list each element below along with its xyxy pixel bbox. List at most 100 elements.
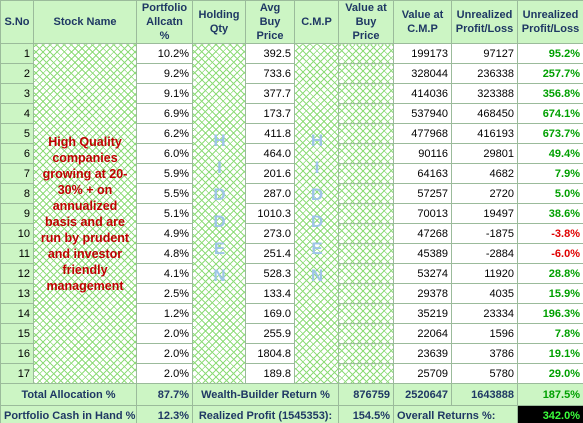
unrealized-pl: 416193 xyxy=(451,123,518,144)
value-at-buy xyxy=(338,223,394,244)
column-header: Holding Qty xyxy=(192,0,246,44)
serial-number: 5 xyxy=(0,123,34,144)
unrealized-pl: 323388 xyxy=(451,83,518,104)
allocation: 2.0% xyxy=(136,363,193,384)
unrealized-pl-pct: 5.0% xyxy=(517,183,583,204)
unrealized-pl: 5780 xyxy=(451,363,518,384)
data-row: 17 2.0% 189.8 25709 5780 29.0% xyxy=(0,363,583,384)
value-at-cmp: 53274 xyxy=(393,263,452,284)
serial-number: 4 xyxy=(0,103,34,124)
allocation: 9.1% xyxy=(136,83,193,104)
avg-buy-price: 133.4 xyxy=(245,283,295,304)
serial-number: 6 xyxy=(0,143,34,164)
value-at-buy xyxy=(338,363,394,384)
value-at-cmp: 414036 xyxy=(393,83,452,104)
serial-number: 9 xyxy=(0,203,34,224)
avg-buy-price: 273.0 xyxy=(245,223,295,244)
avg-buy-price: 528.3 xyxy=(245,263,295,284)
value-at-buy xyxy=(338,263,394,284)
avg-buy-price: 201.6 xyxy=(245,163,295,184)
data-row: 3 9.1% 377.7 414036 323388 356.8% xyxy=(0,83,583,104)
allocation: 1.2% xyxy=(136,303,193,324)
unrealized-pl: 4035 xyxy=(451,283,518,304)
value-at-cmp: 328044 xyxy=(393,63,452,84)
column-header: Unrealized Profit/Loss xyxy=(451,0,518,44)
total-label: Total Allocation % xyxy=(0,383,137,406)
value-at-cmp: 70013 xyxy=(393,203,452,224)
value-at-cmp: 35219 xyxy=(393,303,452,324)
serial-number: 17 xyxy=(0,363,34,384)
avg-buy-price: 287.0 xyxy=(245,183,295,204)
value-at-buy xyxy=(338,123,394,144)
return-label: Wealth-Builder Return % xyxy=(192,383,339,406)
realized-label: Realized Profit (1545353): xyxy=(192,405,339,423)
unrealized-pl: 1596 xyxy=(451,323,518,344)
unrealized-pl-pct: 38.6% xyxy=(517,203,583,224)
serial-number: 16 xyxy=(0,343,34,364)
total-allocation: 87.7% xyxy=(136,383,193,406)
allocation: 4.8% xyxy=(136,243,193,264)
value-at-cmp: 45389 xyxy=(393,243,452,264)
stock-note-text: High Quality companies growing at 20-30%… xyxy=(40,134,130,293)
serial-number: 7 xyxy=(0,163,34,184)
data-row: 2 9.2% 733.6 328044 236338 257.7% xyxy=(0,63,583,84)
unrealized-pl-pct: 28.8% xyxy=(517,263,583,284)
cash-label: Portfolio Cash in Hand %: xyxy=(0,405,137,423)
allocation: 5.5% xyxy=(136,183,193,204)
serial-number: 3 xyxy=(0,83,34,104)
value-at-cmp: 25709 xyxy=(393,363,452,384)
data-row: 13 2.5% 133.4 29378 4035 15.9% xyxy=(0,283,583,304)
unrealized-pl: 236338 xyxy=(451,63,518,84)
value-at-buy xyxy=(338,343,394,364)
value-at-buy xyxy=(338,183,394,204)
unrealized-pl: -2884 xyxy=(451,243,518,264)
data-row: 1 High Quality companies growing at 20-30… xyxy=(0,43,583,384)
unrealized-pl-pct: -6.0% xyxy=(517,243,583,264)
avg-buy-price: 411.8 xyxy=(245,123,295,144)
avg-buy-price: 733.6 xyxy=(245,63,295,84)
avg-buy-price: 1010.3 xyxy=(245,203,295,224)
unrealized-pl-pct: 95.2% xyxy=(517,43,583,64)
value-at-buy xyxy=(338,163,394,184)
value-at-cmp: 477968 xyxy=(393,123,452,144)
holding-qty-hidden: HIDDEN xyxy=(192,43,246,384)
cash-value: 12.3% xyxy=(136,405,193,423)
realized-value: 154.5% xyxy=(338,405,394,423)
column-header: Value at C.M.P xyxy=(393,0,452,44)
column-header: Value at Buy Price xyxy=(338,0,394,44)
unrealized-pl-pct: 15.9% xyxy=(517,283,583,304)
serial-number: 11 xyxy=(0,243,34,264)
avg-buy-price: 189.8 xyxy=(245,363,295,384)
value-at-buy xyxy=(338,283,394,304)
data-row: 7 5.9% 201.6 64163 4682 7.9% xyxy=(0,163,583,184)
value-at-buy xyxy=(338,203,394,224)
value-at-buy xyxy=(338,83,394,104)
allocation: 10.2% xyxy=(136,43,193,64)
value-at-buy xyxy=(338,103,394,124)
avg-buy-price: 377.7 xyxy=(245,83,295,104)
allocation: 6.9% xyxy=(136,103,193,124)
total-pl: 1643888 xyxy=(451,383,518,406)
avg-buy-price: 1804.8 xyxy=(245,343,295,364)
unrealized-pl-pct: 19.1% xyxy=(517,343,583,364)
unrealized-pl-pct: -3.8% xyxy=(517,223,583,244)
allocation: 4.1% xyxy=(136,263,193,284)
serial-number: 15 xyxy=(0,323,34,344)
value-at-buy xyxy=(338,303,394,324)
avg-buy-price: 392.5 xyxy=(245,43,295,64)
allocation: 6.0% xyxy=(136,143,193,164)
value-at-buy xyxy=(338,63,394,84)
value-at-cmp: 537940 xyxy=(393,103,452,124)
hidden-text: HIDDEN xyxy=(210,131,229,293)
unrealized-pl: 3786 xyxy=(451,343,518,364)
allocation: 2.0% xyxy=(136,323,193,344)
allocation: 6.2% xyxy=(136,123,193,144)
data-row: 6 6.0% 464.0 90116 29801 49.4% xyxy=(0,143,583,164)
unrealized-pl: 97127 xyxy=(451,43,518,64)
unrealized-pl-pct: 196.3% xyxy=(517,303,583,324)
column-header: Stock Name xyxy=(33,0,137,44)
column-header: Portfolio Allcatn % xyxy=(136,0,193,44)
unrealized-pl: 11920 xyxy=(451,263,518,284)
data-row: 16 2.0% 1804.8 23639 3786 19.1% xyxy=(0,343,583,364)
